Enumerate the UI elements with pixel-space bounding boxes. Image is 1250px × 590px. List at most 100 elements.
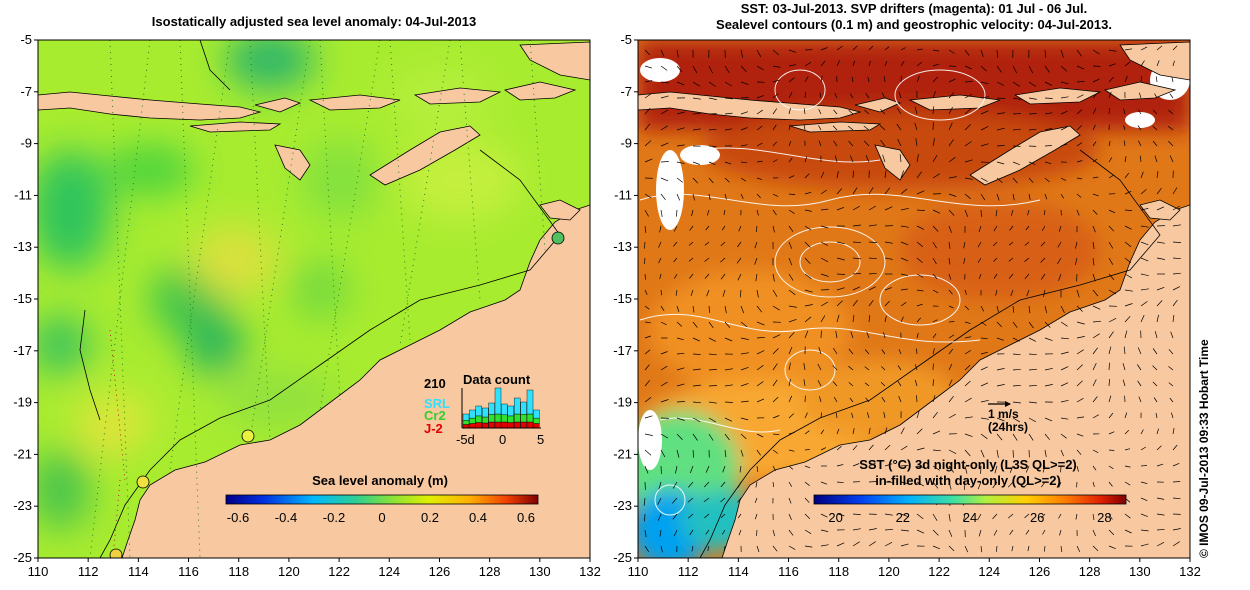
velocity-arrow xyxy=(932,155,938,163)
velocity-arrow xyxy=(1060,366,1069,371)
velocity-arrow xyxy=(964,193,971,200)
velocity-arrow xyxy=(692,384,701,387)
velocity-arrow xyxy=(756,65,764,71)
velocity-arrow xyxy=(1140,543,1149,547)
velocity-arrow xyxy=(916,75,920,83)
colorbar-tick-label: 0.2 xyxy=(421,510,439,525)
velocity-arrow xyxy=(1060,81,1069,85)
velocity-arrow xyxy=(1168,366,1174,371)
velocity-arrow xyxy=(993,225,998,232)
velocity-arrow xyxy=(692,305,695,313)
velocity-arrow xyxy=(1012,449,1014,458)
velocity-arrow xyxy=(820,429,825,435)
velocity-arrow xyxy=(708,353,717,356)
velocity-arrow xyxy=(964,94,973,99)
velocity-arrow xyxy=(1092,414,1099,419)
velocity-arrow xyxy=(865,397,870,403)
velocity-arrow xyxy=(948,156,956,163)
velocity-arrow xyxy=(740,97,749,99)
velocity-arrow xyxy=(1008,257,1014,262)
velocity-arrow xyxy=(658,481,662,490)
velocity-arrow xyxy=(788,318,797,323)
velocity-arrow xyxy=(722,465,726,473)
velocity-arrow xyxy=(692,401,702,404)
velocity-arrow xyxy=(977,513,982,521)
velocity-arrow xyxy=(1156,187,1162,195)
velocity-arrow xyxy=(836,273,846,275)
sst-colorbar: SST (°C) 3d night-only (L3S QL>=2) in-fi… xyxy=(813,457,1127,525)
velocity-arrow xyxy=(1092,362,1097,371)
velocity-arrow xyxy=(705,465,710,473)
velocity-arrow xyxy=(1108,63,1116,67)
velocity-arrow xyxy=(788,193,796,195)
satellite-tracks xyxy=(89,40,546,558)
velocity-arrow xyxy=(848,348,854,355)
velocity-arrow xyxy=(1108,289,1117,295)
velocity-arrow xyxy=(740,49,744,58)
velocity-arrow xyxy=(676,383,685,387)
velocity-arrow xyxy=(836,513,845,516)
tide-gauges xyxy=(109,231,565,558)
x-tick-label: 126 xyxy=(1029,564,1051,579)
velocity-arrow xyxy=(756,545,760,553)
velocity-arrow xyxy=(1108,465,1114,469)
velocity-arrow xyxy=(1156,45,1163,51)
velocity-arrow xyxy=(900,427,905,435)
velocity-arrow xyxy=(1124,303,1133,307)
velocity-arrow xyxy=(740,127,748,131)
x-tick-label: 130 xyxy=(529,564,551,579)
velocity-arrow xyxy=(676,127,685,131)
velocity-arrow xyxy=(644,289,648,295)
x-tick-label: 116 xyxy=(778,564,799,579)
velocity-arrow xyxy=(868,481,877,483)
velocity-arrow xyxy=(1171,77,1174,83)
velocity-arrow xyxy=(676,433,683,440)
velocity-arrow xyxy=(1140,301,1148,307)
velocity-arrow xyxy=(852,187,858,195)
velocity-arrow xyxy=(1140,273,1149,277)
velocity-arrow xyxy=(881,366,886,371)
velocity-arrow xyxy=(1108,209,1116,214)
velocity-arrow xyxy=(1124,209,1133,211)
velocity-arrow xyxy=(1152,109,1158,115)
y-tick-label: -15 xyxy=(613,291,632,306)
velocity-arrow xyxy=(1108,431,1115,435)
velocity-arrow xyxy=(644,273,646,280)
velocity-arrow xyxy=(756,95,764,99)
velocity-arrow xyxy=(676,65,683,73)
velocity-arrow xyxy=(1076,81,1085,83)
velocity-arrow xyxy=(852,286,861,291)
velocity-arrow xyxy=(868,528,877,531)
velocity-arrow xyxy=(916,241,924,247)
velocity-arrow xyxy=(994,465,998,474)
velocity-arrow xyxy=(660,161,669,163)
velocity-arrow xyxy=(1108,225,1115,232)
velocity-arrow xyxy=(820,481,828,485)
velocity-arrow xyxy=(900,61,905,67)
velocity-arrow xyxy=(692,81,700,87)
dc-bar-cr2 xyxy=(514,413,521,423)
velocity-arrow xyxy=(836,481,844,484)
velocity-arrow xyxy=(804,497,810,503)
velocity-arrow xyxy=(660,81,669,84)
velocity-arrow xyxy=(1156,528,1165,531)
velocity-arrow xyxy=(1092,124,1096,131)
velocity-arrow xyxy=(1028,81,1036,87)
velocity-arrow xyxy=(724,128,733,131)
velocity-arrow xyxy=(1024,241,1030,246)
velocity-arrow xyxy=(1076,416,1085,419)
velocity-arrow xyxy=(660,193,666,201)
velocity-arrow xyxy=(1108,49,1117,52)
velocity-arrow xyxy=(1172,286,1181,291)
velocity-arrow xyxy=(1060,110,1068,115)
velocity-arrow xyxy=(1058,225,1062,232)
velocity-arrow xyxy=(980,110,989,115)
velocity-arrow xyxy=(1137,347,1142,355)
velocity-arrow xyxy=(788,92,793,99)
velocity-arrow xyxy=(948,379,953,387)
velocity-arrow xyxy=(1108,257,1114,265)
velocity-arrow xyxy=(832,125,838,131)
dc-bar-srl xyxy=(520,401,527,415)
velocity-arrow xyxy=(788,465,794,470)
sla-colorbar-label: Sea level anomaly (m) xyxy=(312,473,448,488)
